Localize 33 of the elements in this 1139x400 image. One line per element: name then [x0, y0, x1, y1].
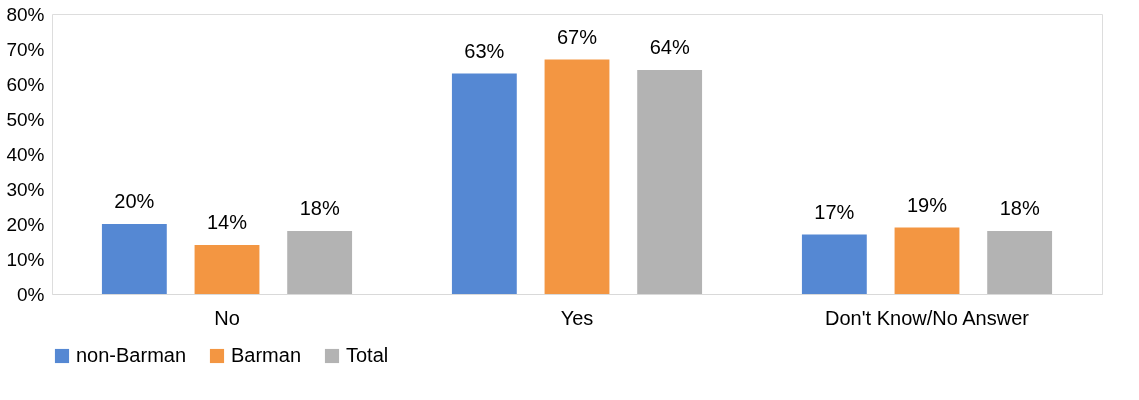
data-label: 18%: [299, 197, 340, 219]
bar: [894, 227, 960, 294]
bar: [637, 70, 703, 294]
data-label: 67%: [556, 25, 598, 48]
x-tick-label: Don't Know/No Answer: [825, 306, 1030, 329]
y-tick-label: 0%: [17, 283, 45, 305]
bar: [101, 224, 167, 294]
data-label: 14%: [206, 211, 248, 233]
legend-label: non-Barman: [76, 344, 187, 366]
data-label: 17%: [814, 200, 855, 223]
bar: [287, 231, 353, 294]
y-tick-label: 40%: [6, 143, 45, 165]
legend-label: Total: [346, 344, 389, 366]
y-tick-label: 50%: [6, 108, 45, 130]
y-tick-label: 30%: [6, 178, 45, 200]
y-tick-label: 20%: [6, 213, 45, 235]
data-label: 19%: [906, 193, 948, 216]
bar: [801, 234, 867, 294]
bar: [987, 231, 1053, 294]
bar: [451, 73, 517, 294]
y-tick-label: 70%: [6, 38, 45, 60]
legend-label: Barman: [231, 344, 302, 366]
data-label: 63%: [464, 39, 505, 62]
data-label: 64%: [649, 36, 690, 58]
y-tick-label: 60%: [6, 73, 45, 95]
bar: [544, 59, 610, 294]
bar: [194, 245, 260, 294]
data-label: 20%: [114, 190, 155, 212]
y-tick-label: 10%: [6, 248, 45, 270]
y-tick-label: 80%: [6, 3, 45, 25]
x-tick-label: No: [214, 306, 240, 329]
x-tick-label: Yes: [560, 306, 594, 329]
data-label: 18%: [999, 197, 1040, 219]
